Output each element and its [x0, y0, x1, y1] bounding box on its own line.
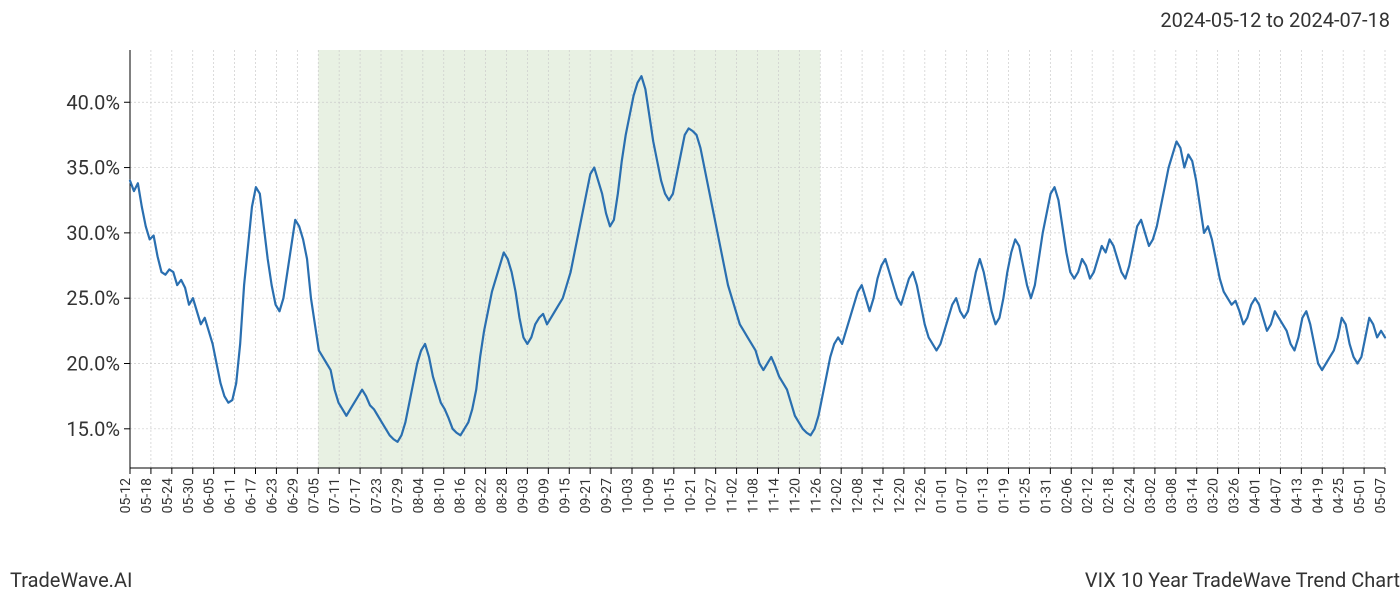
svg-text:01-19: 01-19 — [997, 478, 1013, 513]
svg-text:08-28: 08-28 — [495, 478, 511, 513]
svg-text:04-13: 04-13 — [1289, 478, 1305, 513]
svg-text:06-29: 06-29 — [285, 478, 301, 513]
svg-text:07-05: 07-05 — [306, 478, 322, 513]
svg-text:09-03: 09-03 — [515, 478, 531, 513]
svg-text:01-31: 01-31 — [1038, 478, 1054, 513]
svg-text:12-14: 12-14 — [871, 478, 887, 513]
date-range-label: 2024-05-12 to 2024-07-18 — [1160, 8, 1390, 32]
svg-text:12-02: 12-02 — [829, 478, 845, 513]
svg-text:04-01: 04-01 — [1248, 478, 1264, 513]
svg-text:05-12: 05-12 — [118, 478, 134, 513]
svg-text:40.0%: 40.0% — [66, 90, 120, 114]
svg-text:09-27: 09-27 — [599, 478, 615, 513]
svg-text:08-04: 08-04 — [411, 478, 427, 513]
svg-text:06-23: 06-23 — [264, 478, 280, 513]
svg-text:12-08: 12-08 — [850, 478, 866, 513]
svg-text:01-13: 01-13 — [976, 478, 992, 513]
svg-text:03-20: 03-20 — [1206, 478, 1222, 513]
svg-text:05-18: 05-18 — [139, 478, 155, 513]
svg-text:11-14: 11-14 — [766, 478, 782, 513]
svg-text:08-10: 08-10 — [432, 478, 448, 513]
svg-text:35.0%: 35.0% — [66, 156, 120, 180]
svg-text:08-22: 08-22 — [474, 478, 490, 513]
svg-text:05-01: 05-01 — [1352, 478, 1368, 513]
svg-text:12-20: 12-20 — [892, 478, 908, 513]
svg-text:12-26: 12-26 — [913, 478, 929, 513]
svg-text:20.0%: 20.0% — [66, 352, 120, 376]
svg-text:09-21: 09-21 — [578, 478, 594, 513]
svg-text:09-09: 09-09 — [536, 478, 552, 513]
svg-text:01-25: 01-25 — [1017, 478, 1033, 513]
svg-text:05-30: 05-30 — [181, 478, 197, 513]
svg-text:03-26: 03-26 — [1227, 478, 1243, 513]
svg-text:30.0%: 30.0% — [66, 221, 120, 245]
svg-text:04-25: 04-25 — [1331, 478, 1347, 513]
svg-text:08-16: 08-16 — [453, 478, 469, 513]
svg-text:07-29: 07-29 — [390, 478, 406, 513]
svg-text:02-06: 02-06 — [1059, 478, 1075, 513]
svg-text:11-08: 11-08 — [746, 478, 762, 513]
chart-title: VIX 10 Year TradeWave Trend Chart — [1085, 568, 1400, 592]
line-chart: 15.0% 20.0% 25.0% 30.0% 35.0% 40.0% 05-12 05-18… — [0, 0, 1400, 600]
svg-text:06-05: 06-05 — [202, 478, 218, 513]
svg-text:01-01: 01-01 — [934, 478, 950, 513]
svg-text:10-03: 10-03 — [620, 478, 636, 513]
svg-text:04-19: 04-19 — [1310, 478, 1326, 513]
svg-text:03-02: 03-02 — [1143, 478, 1159, 513]
svg-text:03-14: 03-14 — [1185, 478, 1201, 513]
svg-text:11-02: 11-02 — [725, 478, 741, 513]
svg-text:07-11: 07-11 — [327, 478, 343, 513]
svg-text:02-18: 02-18 — [1101, 478, 1117, 513]
svg-text:07-17: 07-17 — [348, 478, 364, 513]
svg-text:06-11: 06-11 — [223, 478, 239, 513]
svg-text:01-07: 01-07 — [955, 478, 971, 513]
svg-text:03-08: 03-08 — [1164, 478, 1180, 513]
svg-text:15.0%: 15.0% — [66, 417, 120, 441]
svg-text:10-09: 10-09 — [641, 478, 657, 513]
svg-text:05-24: 05-24 — [160, 478, 176, 513]
svg-text:02-24: 02-24 — [1122, 478, 1138, 513]
svg-text:25.0%: 25.0% — [66, 286, 120, 310]
svg-text:04-07: 04-07 — [1268, 478, 1284, 513]
svg-text:10-21: 10-21 — [683, 478, 699, 513]
svg-text:02-12: 02-12 — [1080, 478, 1096, 513]
svg-text:05-07: 05-07 — [1373, 478, 1389, 513]
svg-text:11-26: 11-26 — [808, 478, 824, 513]
svg-text:11-20: 11-20 — [787, 478, 803, 513]
brand-label: TradeWave.AI — [10, 568, 132, 592]
svg-text:10-27: 10-27 — [704, 478, 720, 513]
svg-text:09-15: 09-15 — [557, 478, 573, 513]
svg-text:07-23: 07-23 — [369, 478, 385, 513]
chart-container: 15.0% 20.0% 25.0% 30.0% 35.0% 40.0% 05-12 05-18… — [0, 0, 1400, 600]
svg-text:06-17: 06-17 — [244, 478, 260, 513]
svg-text:10-15: 10-15 — [662, 478, 678, 513]
